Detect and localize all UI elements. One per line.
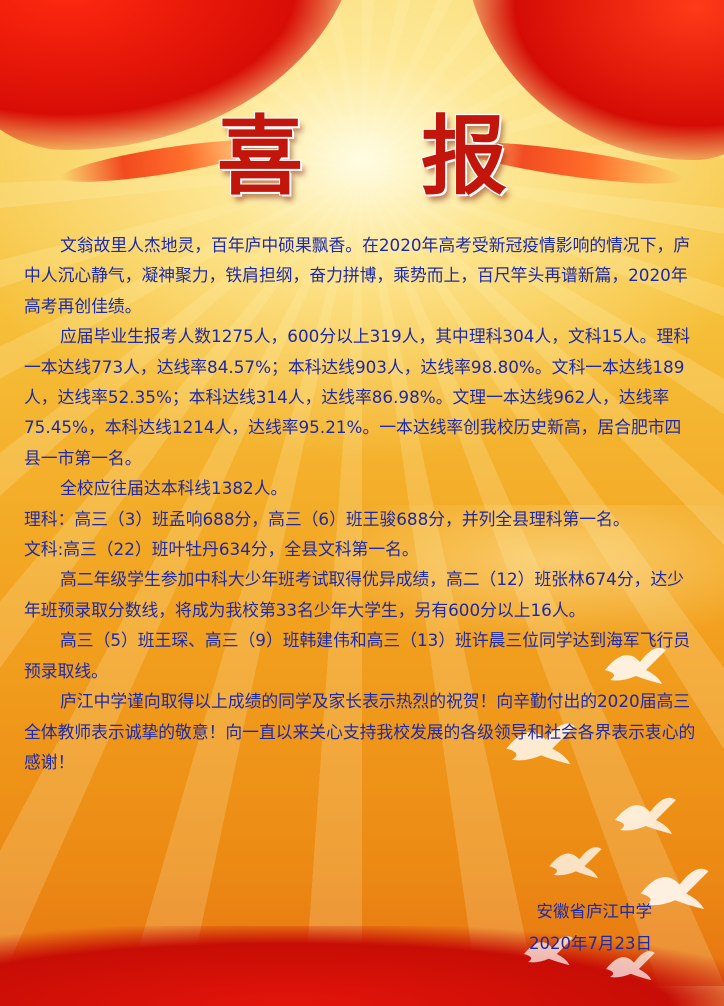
- paragraph-arts-top: 文科:高三（22）班叶牡丹634分，全县文科第一名。: [24, 539, 419, 560]
- paragraph-total: 全校应往届达本科线1382人。: [60, 478, 288, 499]
- paragraph-science-top: 理科：高三（3）班孟响688分，高三（6）班王骏688分，并列全县理科第一名。: [24, 508, 630, 529]
- dove-icon: [549, 847, 602, 879]
- dove-icon: [615, 797, 676, 834]
- dove-icon: [506, 723, 575, 765]
- dove-icon: [606, 951, 655, 981]
- poster-title: 喜 报: [217, 106, 551, 207]
- background-hills: [300, 505, 724, 645]
- announcement-body: 文翁故里人杰地灵，百年庐中硕果飘香。在2020年高考受新冠疫情影响的情况下，庐中…: [24, 230, 696, 777]
- school-name: 安徽省庐江中学: [536, 902, 653, 921]
- date: 2020年7月23日: [529, 934, 652, 953]
- paragraph-statistics: 应届毕业生报考人数1275人，600分以上319人，其中理科304人，文科15人…: [24, 326, 691, 468]
- dove-icon: [524, 936, 573, 966]
- dove-icon: [605, 647, 666, 684]
- paragraph-intro: 文翁故里人杰地灵，百年庐中硕果飘香。在2020年高考受新冠疫情影响的情况下，庐中…: [24, 235, 691, 316]
- paragraph-thanks: 庐江中学谨向取得以上成绩的同学及家长表示热烈的祝贺！向辛勤付出的2020届高三全…: [24, 691, 696, 772]
- paragraph-pilots: 高三（5）班王琛、高三（9）班韩建伟和高三（13）班许晨三位同学达到海军飞行员预…: [24, 630, 691, 681]
- signature-block: 安徽省庐江中学 2020年7月23日: [529, 896, 652, 960]
- dove-icon: [640, 868, 709, 910]
- paragraph-junior-class: 高二年级学生参加中科大少年班考试取得优异成绩，高二（12）班张林674分，达少年…: [24, 569, 684, 620]
